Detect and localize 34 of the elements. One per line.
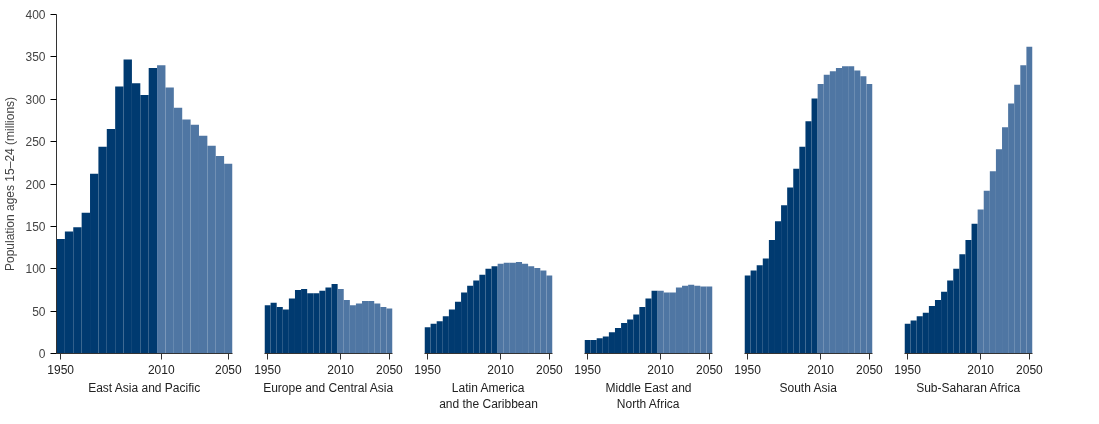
x-tick-label: 1950 <box>47 362 75 377</box>
x-axis-title: Europe and Central Asia <box>263 380 394 395</box>
x-tick-label: 2050 <box>856 362 884 377</box>
x-axis-title: South Asia <box>779 380 838 395</box>
y-tick-label: 50 <box>32 304 46 319</box>
y-tick-label: 400 <box>25 8 46 22</box>
x-tick-label: 2010 <box>147 362 175 377</box>
y-tick-label: 250 <box>25 135 46 150</box>
y-tick-label: 100 <box>25 262 46 277</box>
y-tick-label: 350 <box>25 50 46 65</box>
x-tick-label: 2010 <box>647 362 675 377</box>
y-tick-label: 200 <box>25 177 46 192</box>
x-axis-title: Latin America and the Caribbean <box>439 380 538 412</box>
x-axis-title: Sub-Saharan Africa <box>916 380 1021 395</box>
x-tick-label: 2050 <box>376 362 404 377</box>
y-tick-label: 0 <box>38 347 46 361</box>
x-tick-label: 2010 <box>487 362 515 377</box>
x-tick-label: 1950 <box>734 362 762 377</box>
x-tick-label: 2010 <box>807 362 835 377</box>
y-tick-label: 150 <box>25 219 46 234</box>
x-tick-label: 1950 <box>894 362 922 377</box>
x-tick-label: 1950 <box>254 362 282 377</box>
y-axis-title: Population ages 15–24 (millions) <box>3 96 18 272</box>
x-tick-label: 2050 <box>214 362 242 377</box>
y-tick-label: 300 <box>25 92 46 107</box>
x-tick-label: 2010 <box>327 362 355 377</box>
x-tick-label: 2050 <box>536 362 564 377</box>
x-tick-label: 1950 <box>574 362 602 377</box>
x-tick-label: 2050 <box>1016 362 1044 377</box>
x-tick-label: 2050 <box>696 362 724 377</box>
x-axis-title: Middle East and North Africa <box>605 380 692 412</box>
x-axis-title: East Asia and Pacific <box>88 380 201 395</box>
x-tick-label: 2010 <box>967 362 995 377</box>
x-tick-label: 1950 <box>414 362 442 377</box>
